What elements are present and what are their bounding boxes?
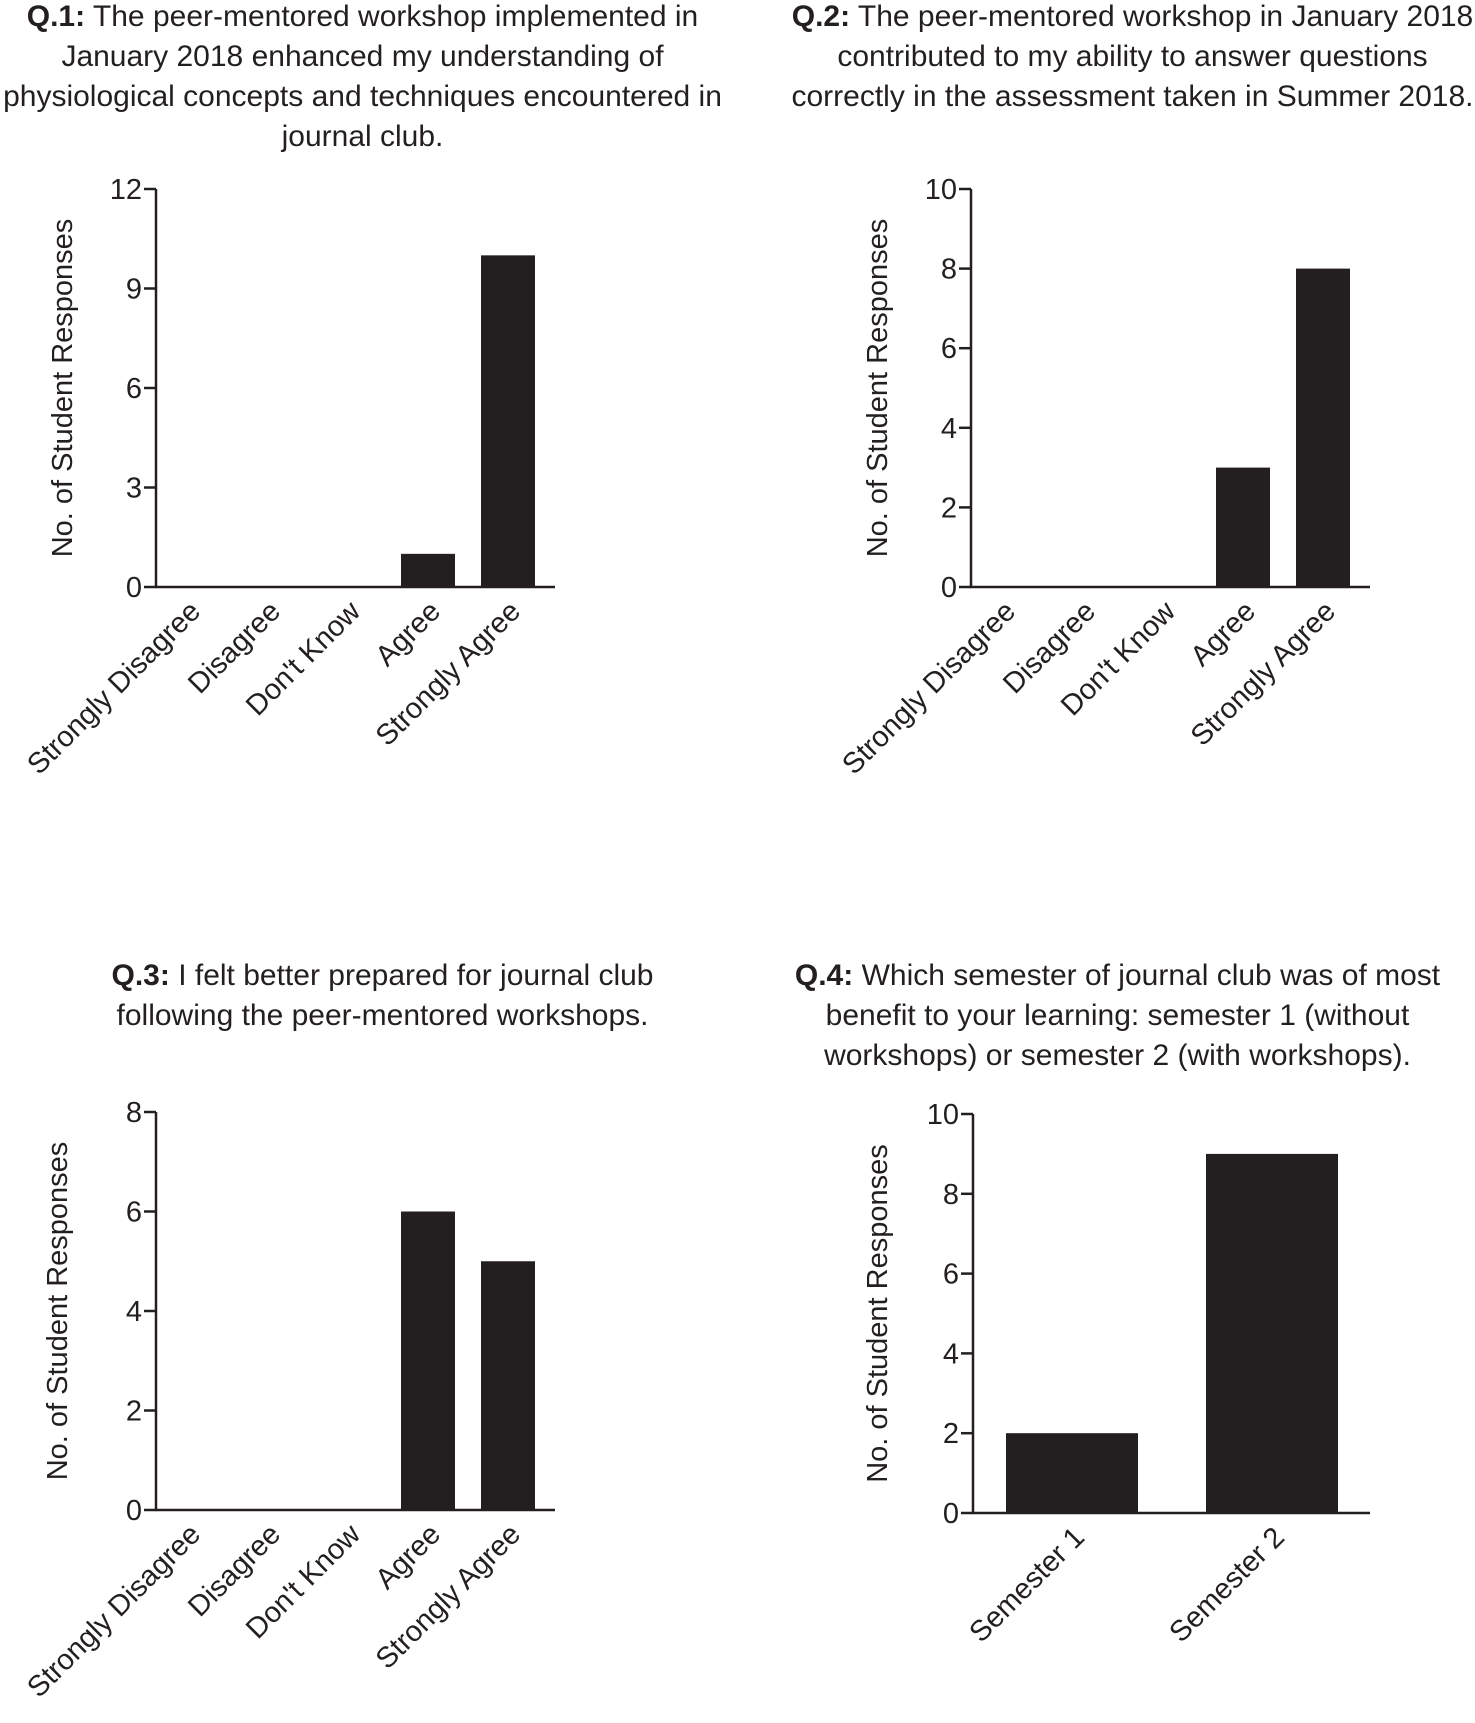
y-tick-label: 12 xyxy=(110,174,142,206)
y-tick-label: 6 xyxy=(126,373,142,405)
y-tick-label: 6 xyxy=(126,1197,142,1229)
chart-title-prefix: Q.2: xyxy=(791,0,851,33)
y-tick-label: 0 xyxy=(126,1495,142,1527)
x-tick-label: Agree xyxy=(370,1518,447,1595)
y-tick-label: 8 xyxy=(126,1097,142,1129)
chart-title-q2: Q.2: The peer-mentored workshop in Janua… xyxy=(790,0,1475,117)
y-tick-label: 8 xyxy=(943,1179,959,1211)
y-tick-label: 2 xyxy=(126,1396,142,1428)
y-axis-title: No. of Student Responses xyxy=(862,219,894,558)
x-tick-label: Semester 2 xyxy=(1163,1521,1290,1648)
y-tick-label: 2 xyxy=(943,1418,959,1450)
y-tick-label: 0 xyxy=(943,1498,959,1530)
x-tick-label: Strongly Disagree xyxy=(21,595,207,781)
y-tick-label: 4 xyxy=(943,1338,959,1370)
chart-title-q3: Q.3: I felt better prepared for journal … xyxy=(75,956,690,1036)
y-tick-label: 0 xyxy=(941,572,957,604)
y-tick-label: 3 xyxy=(126,473,142,505)
y-tick-label: 6 xyxy=(941,333,957,365)
y-tick-label: 6 xyxy=(943,1259,959,1291)
bar xyxy=(481,1261,535,1510)
x-tick-label: Agree xyxy=(1185,595,1262,672)
y-tick-label: 4 xyxy=(941,413,957,445)
y-axis-title: No. of Student Responses xyxy=(862,1144,894,1483)
chart-title-text: The peer-mentored workshop in January 20… xyxy=(791,0,1474,113)
bar xyxy=(401,1211,455,1510)
x-tick-label: Strongly Disagree xyxy=(21,1518,207,1704)
x-tick-label: Agree xyxy=(370,595,447,672)
y-tick-label: 0 xyxy=(126,572,142,604)
x-tick-label: Strongly Agree xyxy=(370,1518,527,1675)
chart-title-text: Which semester of journal club was of mo… xyxy=(824,959,1441,1072)
bar xyxy=(1216,467,1270,587)
y-tick-label: 4 xyxy=(126,1296,142,1328)
bar xyxy=(1296,268,1350,587)
bar xyxy=(1006,1433,1138,1513)
y-axis-title: No. of Student Responses xyxy=(47,219,79,558)
y-tick-label: 10 xyxy=(925,174,957,206)
bar xyxy=(401,553,455,587)
x-tick-label: Strongly Agree xyxy=(370,595,527,752)
chart-title-prefix: Q.1: xyxy=(26,0,86,33)
chart-title-text: I felt better prepared for journal club … xyxy=(116,959,654,1032)
chart-title-q1: Q.1: The peer-mentored workshop implemen… xyxy=(0,0,725,157)
chart-title-prefix: Q.4: xyxy=(794,959,854,992)
y-tick-label: 2 xyxy=(941,492,957,524)
y-tick-label: 10 xyxy=(927,1099,959,1131)
x-tick-label: Strongly Disagree xyxy=(836,595,1022,781)
x-tick-label: Semester 1 xyxy=(963,1521,1090,1648)
y-tick-label: 9 xyxy=(126,274,142,306)
chart-title-text: The peer-mentored workshop implemented i… xyxy=(3,0,722,153)
bar xyxy=(1206,1153,1338,1513)
y-axis-title: No. of Student Responses xyxy=(42,1142,74,1481)
chart-title-prefix: Q.3: xyxy=(111,959,170,992)
y-tick-label: 8 xyxy=(941,254,957,286)
chart-title-q4: Q.4: Which semester of journal club was … xyxy=(760,956,1475,1076)
bar xyxy=(481,255,535,588)
x-tick-label: Strongly Agree xyxy=(1185,595,1342,752)
